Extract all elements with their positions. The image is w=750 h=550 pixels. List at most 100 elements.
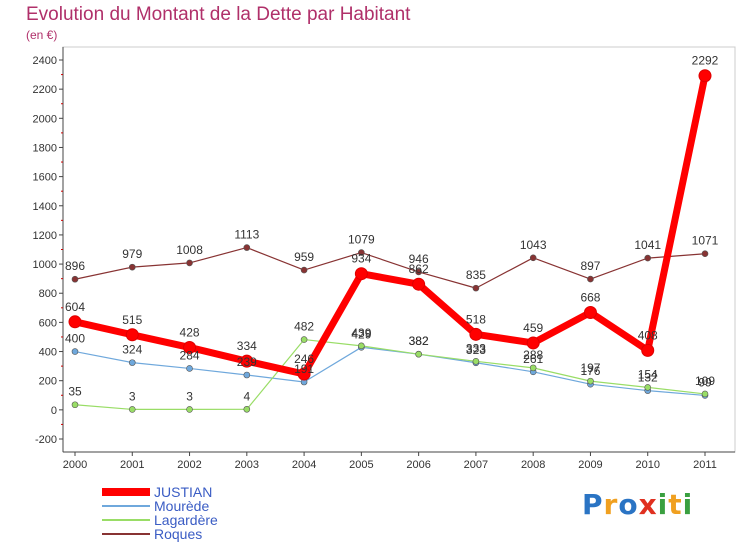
data-label: 191 <box>294 362 314 376</box>
data-label: 2292 <box>692 54 719 68</box>
series-line-mourède <box>74 346 706 397</box>
data-point <box>469 327 483 341</box>
data-point <box>358 249 365 256</box>
data-label: 3 <box>186 389 193 403</box>
data-label: 1079 <box>348 233 375 247</box>
data-label: 428 <box>180 325 200 339</box>
x-tick-label: 2006 <box>406 459 430 471</box>
data-label: 382 <box>409 334 429 348</box>
data-point <box>526 336 540 350</box>
series-line-justian <box>74 75 709 378</box>
y-tick-label: 2000 <box>33 113 57 125</box>
x-tick-label: 2005 <box>349 459 373 471</box>
data-label: 99 <box>698 375 712 389</box>
data-label: 109 <box>695 374 715 388</box>
y-tick-label: 1400 <box>33 201 57 213</box>
series-line-lagardère <box>74 338 706 411</box>
data-point <box>186 365 193 372</box>
x-tick-label: 2009 <box>578 459 602 471</box>
data-label: 239 <box>237 355 257 369</box>
y-tick-label: 200 <box>39 376 57 388</box>
data-point <box>186 259 193 267</box>
data-point <box>412 277 426 291</box>
data-point <box>698 69 712 83</box>
y-tick-label: 1200 <box>33 230 57 242</box>
data-label: 897 <box>580 259 600 273</box>
proxiti-logo: Proxiti <box>582 488 694 521</box>
legend-label: JUSTIAN <box>154 484 212 500</box>
data-label: 334 <box>237 339 257 353</box>
data-label: 934 <box>351 252 371 266</box>
data-point <box>128 359 136 366</box>
data-label: 284 <box>180 348 200 362</box>
data-label: 400 <box>65 332 85 346</box>
data-label: 1071 <box>692 234 719 248</box>
y-tick-label: 1600 <box>33 172 57 184</box>
x-tick-label: 2008 <box>521 459 545 471</box>
data-label: 896 <box>65 259 85 273</box>
data-label: 515 <box>122 313 142 327</box>
x-tick-label: 2003 <box>235 459 259 471</box>
data-label: 1113 <box>234 228 259 242</box>
data-label: 197 <box>580 361 600 375</box>
data-label: 1041 <box>634 238 661 252</box>
data-point <box>358 342 365 350</box>
data-point <box>243 405 251 413</box>
data-point <box>472 358 480 365</box>
data-point <box>186 406 193 413</box>
data-point <box>243 244 251 251</box>
data-label: 959 <box>294 250 314 264</box>
y-tick-label: 800 <box>39 288 57 300</box>
data-point <box>701 250 709 258</box>
data-label: 835 <box>466 268 486 282</box>
data-label: 323 <box>466 343 486 357</box>
data-label: 4 <box>243 389 250 403</box>
data-label: 333 <box>466 341 486 355</box>
data-label: 482 <box>294 320 314 334</box>
data-point <box>71 348 79 355</box>
data-point <box>300 336 308 343</box>
data-point <box>587 377 594 385</box>
data-point <box>128 406 136 413</box>
data-label: 979 <box>122 247 142 261</box>
data-label: 176 <box>580 364 600 378</box>
data-label: 1008 <box>176 243 203 257</box>
data-point <box>300 266 308 274</box>
y-tick-label: 600 <box>39 317 57 329</box>
x-tick-label: 2001 <box>120 459 144 471</box>
data-point <box>68 315 82 329</box>
data-label: 3 <box>129 389 136 403</box>
data-point <box>641 343 655 357</box>
y-tick-label: 1000 <box>33 259 57 271</box>
y-tick-label: 2400 <box>33 55 57 67</box>
data-label: 439 <box>351 326 371 340</box>
chart-subtitle: (en €) <box>26 28 58 42</box>
x-tick-label: 2011 <box>693 459 717 471</box>
x-tick-label: 2002 <box>177 459 201 471</box>
data-label: 288 <box>523 348 543 362</box>
data-label: 862 <box>409 262 429 276</box>
data-label: 1043 <box>520 238 547 252</box>
data-point <box>71 275 79 283</box>
data-point <box>415 350 422 358</box>
data-point <box>240 354 254 368</box>
y-tick-label: 400 <box>39 347 57 359</box>
data-point <box>183 340 197 354</box>
data-label: 132 <box>638 371 658 385</box>
data-label: 459 <box>523 321 543 335</box>
y-tick-label: 1800 <box>33 142 57 154</box>
data-label: 35 <box>68 385 82 399</box>
data-label: 604 <box>65 300 85 314</box>
chart-title: Evolution du Montant de la Dette par Hab… <box>26 4 411 25</box>
data-label: 408 <box>638 328 658 342</box>
legend-label: Lagardère <box>154 512 218 528</box>
legend-label: Mourède <box>154 498 209 514</box>
data-point <box>701 390 709 398</box>
data-point <box>243 371 251 379</box>
data-point <box>644 384 652 391</box>
legend-label: Roques <box>154 526 202 542</box>
data-point <box>472 284 480 292</box>
data-point <box>415 268 422 276</box>
